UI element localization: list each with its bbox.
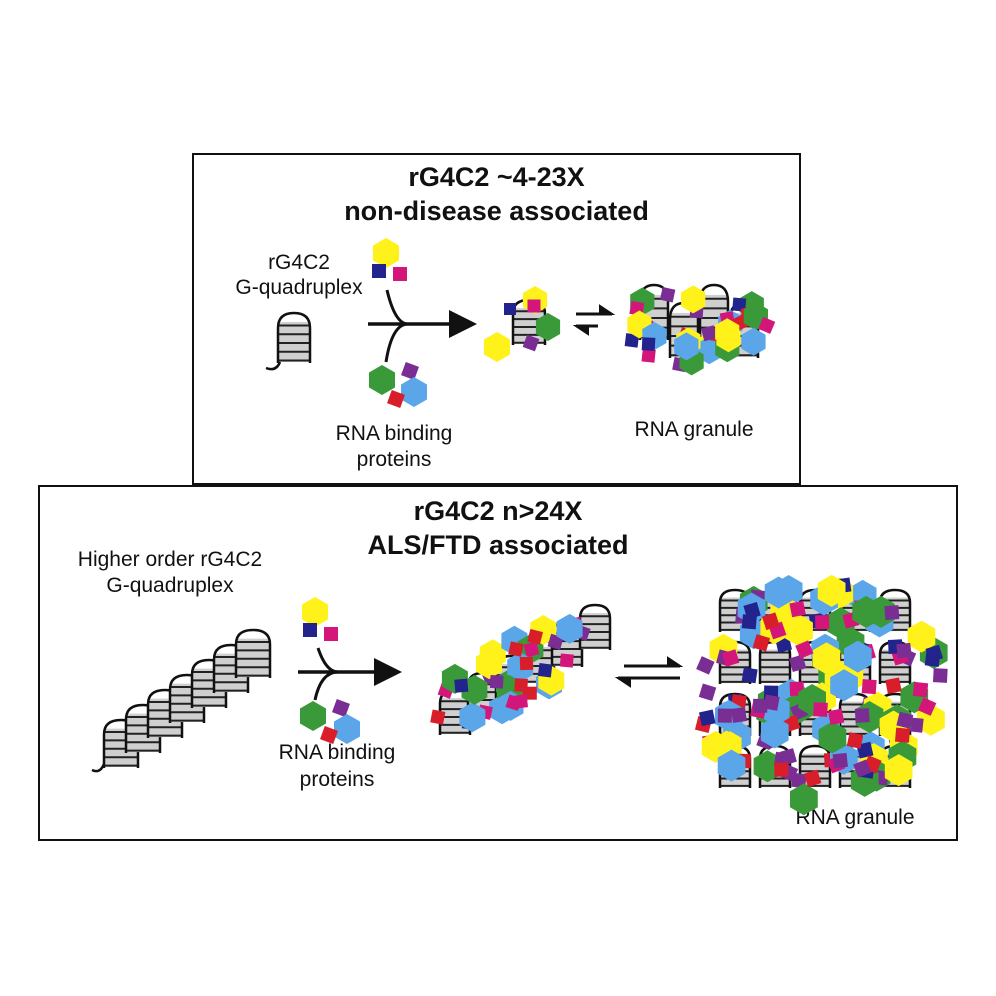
equilibrium-arrows-top bbox=[576, 306, 612, 334]
protein-square bbox=[933, 668, 948, 683]
protein-magenta-square bbox=[393, 267, 407, 281]
feeder-curve-bottom bbox=[315, 672, 338, 700]
protein-green-hexagon bbox=[369, 365, 395, 395]
protein-square bbox=[514, 678, 528, 692]
protein-square bbox=[718, 709, 732, 723]
protein-square bbox=[520, 657, 533, 670]
protein-square bbox=[815, 615, 829, 629]
feeder-curve-top bbox=[318, 648, 338, 672]
protein-square bbox=[454, 679, 468, 693]
protein-square bbox=[699, 710, 716, 727]
rna-tail bbox=[92, 764, 104, 771]
g-quadruplex-icon bbox=[278, 313, 310, 363]
equilibrium-arrows-bottom bbox=[618, 658, 680, 686]
forward-arrow-head bbox=[668, 658, 680, 666]
protein-square bbox=[847, 732, 864, 749]
protein-green-hexagon bbox=[300, 701, 326, 731]
protein-square bbox=[896, 643, 911, 658]
protein-square bbox=[742, 667, 758, 683]
feeder-curve-top bbox=[387, 290, 408, 324]
protein-square bbox=[855, 708, 870, 723]
protein-purple-square bbox=[401, 362, 419, 380]
protein-square bbox=[430, 709, 445, 724]
protein-yellow-hexagon bbox=[373, 238, 399, 268]
g-quadruplex-icon bbox=[236, 630, 270, 678]
protein-square bbox=[813, 702, 828, 717]
protein-square bbox=[774, 762, 788, 776]
protein-square bbox=[528, 300, 541, 313]
protein-square bbox=[789, 601, 805, 617]
protein-yellow-hexagon bbox=[302, 597, 328, 627]
rna-tail bbox=[266, 362, 280, 369]
feeder-curve-bottom bbox=[386, 324, 408, 362]
protein-square bbox=[885, 677, 901, 693]
protein-hexagon bbox=[484, 332, 510, 362]
protein-square bbox=[833, 753, 848, 768]
forward-arrow-head bbox=[600, 306, 612, 314]
protein-blue-hexagon bbox=[334, 714, 360, 744]
protein-square bbox=[699, 683, 716, 700]
protein-square bbox=[490, 675, 504, 689]
reverse-arrow-head bbox=[618, 678, 630, 686]
protein-square bbox=[508, 641, 523, 656]
protein-square bbox=[913, 682, 928, 697]
protein-square bbox=[763, 695, 779, 711]
protein-square bbox=[504, 303, 516, 315]
protein-square bbox=[884, 605, 899, 620]
protein-blue-hexagon bbox=[401, 377, 427, 407]
protein-square bbox=[642, 337, 656, 351]
reverse-arrow-head bbox=[576, 326, 588, 334]
protein-square bbox=[560, 654, 574, 668]
protein-square bbox=[731, 707, 747, 723]
protein-square bbox=[862, 679, 877, 694]
protein-square bbox=[538, 663, 552, 677]
protein-magenta-square bbox=[324, 627, 338, 641]
protein-hexagon bbox=[790, 783, 818, 815]
protein-navy-square bbox=[372, 264, 386, 278]
protein-square bbox=[895, 728, 910, 743]
protein-square bbox=[660, 287, 675, 302]
protein-navy-square bbox=[303, 623, 317, 637]
protein-square bbox=[828, 709, 844, 725]
